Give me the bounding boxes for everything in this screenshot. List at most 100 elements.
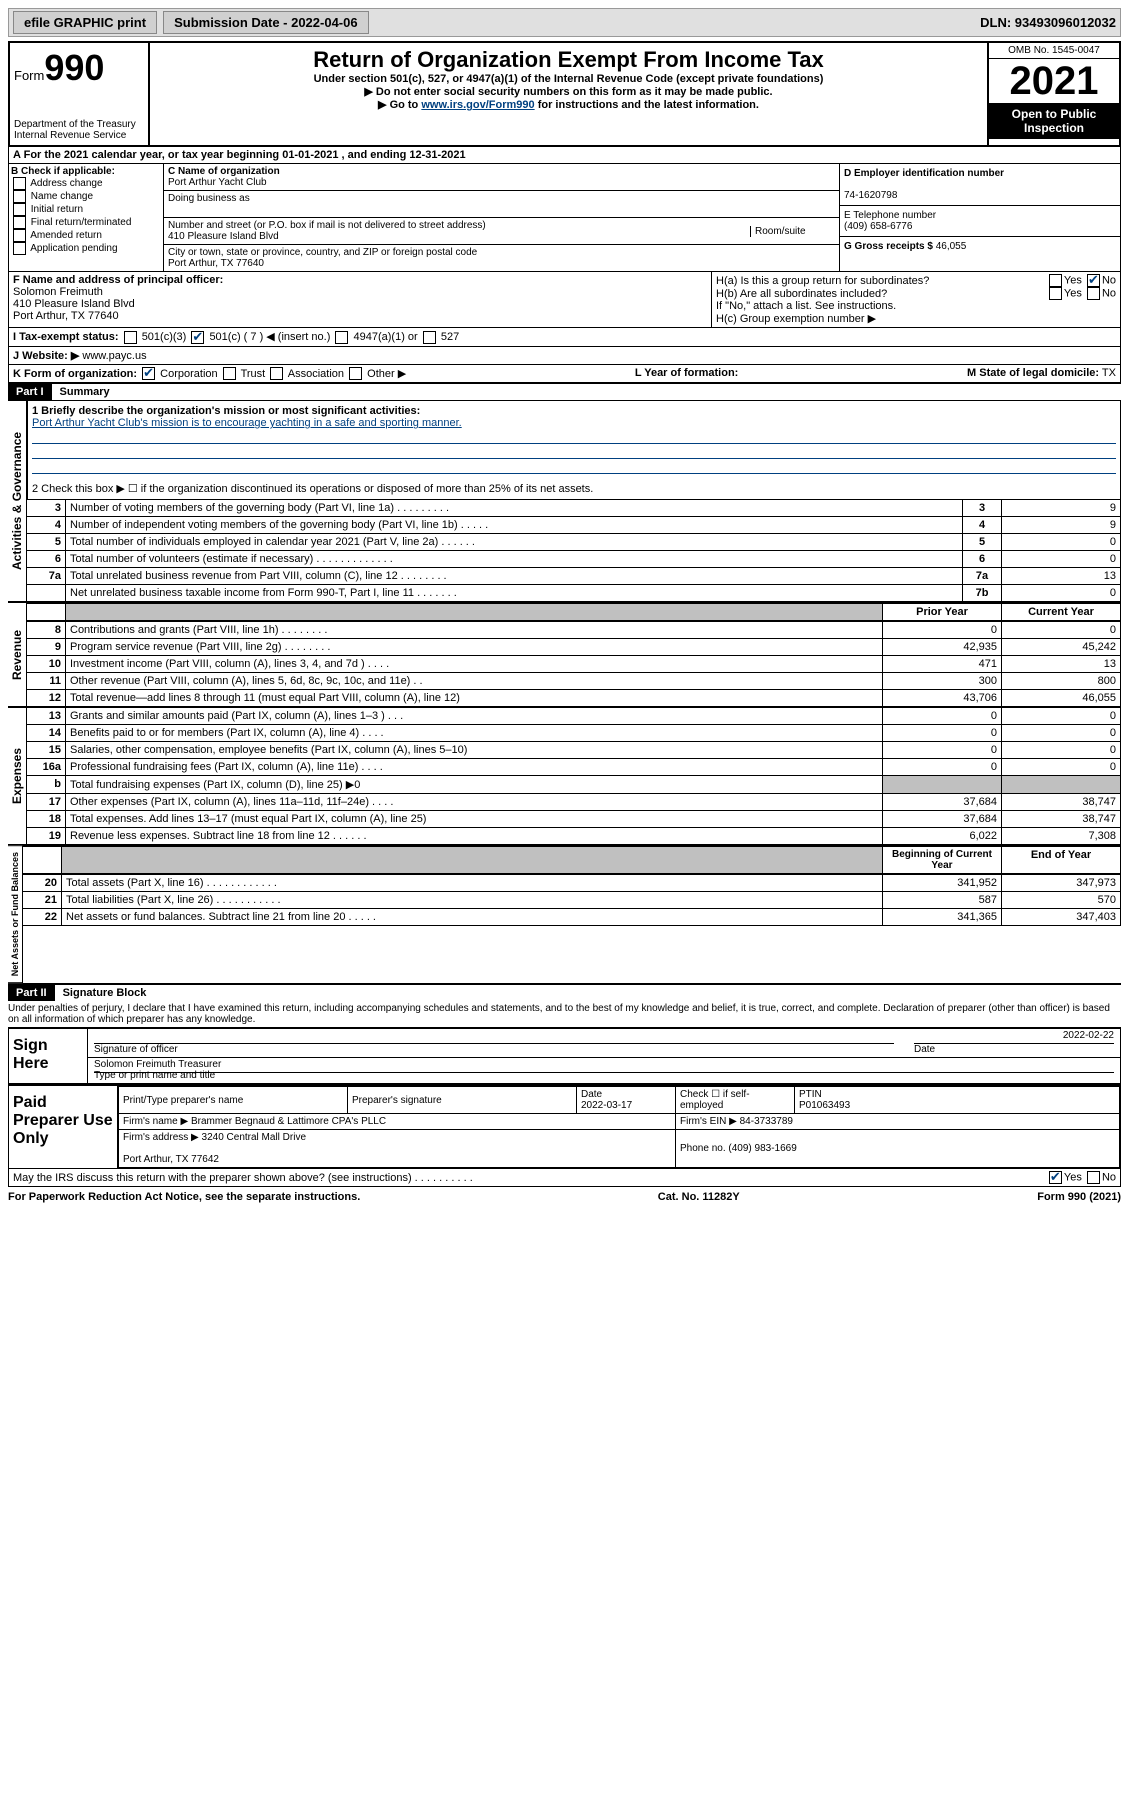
dln-label: DLN: 93493096012032 — [980, 15, 1116, 30]
expenses-table: 13Grants and similar amounts paid (Part … — [27, 707, 1121, 845]
chk-527[interactable] — [423, 331, 436, 344]
goto-note: ▶ Go to www.irs.gov/Form990 for instruct… — [154, 98, 983, 111]
f-h-block: F Name and address of principal officer:… — [8, 272, 1121, 328]
officer-addr2: Port Arthur, TX 77640 — [13, 310, 119, 322]
room-label: Room/suite — [750, 226, 835, 237]
hb-note: If "No," attach a list. See instructions… — [716, 300, 1116, 312]
part1-title: Summary — [52, 384, 118, 400]
box-b-title: B Check if applicable: — [11, 166, 161, 177]
chk-trust[interactable] — [223, 367, 236, 380]
chk-4947[interactable] — [335, 331, 348, 344]
box-d-e-g: D Employer identification number 74-1620… — [839, 164, 1120, 271]
header-mid: Return of Organization Exempt From Incom… — [150, 43, 987, 145]
firm-ein: 84-3733789 — [740, 1116, 793, 1127]
vtab-governance: Activities & Governance — [8, 400, 27, 602]
chk-ha-yes[interactable] — [1049, 274, 1062, 287]
part1-header-row: Part I Summary — [8, 384, 1121, 400]
line-i: I Tax-exempt status: 501(c)(3) 501(c) ( … — [8, 328, 1121, 347]
prep-name-label: Print/Type preparer's name — [119, 1087, 348, 1114]
revenue-header-table: Prior Year Current Year — [27, 602, 1121, 621]
hb-label: H(b) Are all subordinates included? — [716, 288, 887, 300]
chk-application-pending[interactable] — [13, 242, 26, 255]
pra-notice: For Paperwork Reduction Act Notice, see … — [8, 1191, 360, 1203]
city-label: City or town, state or province, country… — [168, 247, 477, 258]
omb-label: OMB No. 1545-0047 — [989, 43, 1119, 59]
efile-button[interactable]: efile GRAPHIC print — [13, 11, 157, 34]
may-irs-label: May the IRS discuss this return with the… — [13, 1172, 473, 1184]
firm-addr2: Port Arthur, TX 77642 — [123, 1154, 219, 1165]
firm-phone: (409) 983-1669 — [728, 1143, 796, 1154]
chk-other[interactable] — [349, 367, 362, 380]
header-right: OMB No. 1545-0047 2021 Open to Public In… — [987, 43, 1119, 145]
check-self-employed: Check ☐ if self-employed — [676, 1087, 795, 1114]
city-value: Port Arthur, TX 77640 — [168, 258, 264, 269]
governance-section: Activities & Governance 1 Briefly descri… — [8, 400, 1121, 602]
signature-block: Sign Here Signature of officer 2022-02-2… — [8, 1027, 1121, 1084]
gross-label: G Gross receipts $ — [844, 241, 933, 252]
dba-label: Doing business as — [168, 193, 250, 204]
ptin-value: P01063493 — [799, 1100, 850, 1111]
phone-label: E Telephone number — [844, 210, 936, 221]
chk-assoc[interactable] — [270, 367, 283, 380]
box-c: C Name of organization Port Arthur Yacht… — [164, 164, 839, 271]
part2-header: Part II — [8, 985, 55, 1001]
irs-link[interactable]: www.irs.gov/Form990 — [421, 99, 534, 111]
revenue-section: Revenue Prior Year Current Year 8Contrib… — [8, 602, 1121, 707]
declaration-text: Under penalties of perjury, I declare th… — [8, 1001, 1121, 1027]
vtab-netassets: Net Assets or Fund Balances — [8, 845, 23, 983]
preparer-block: Paid Preparer Use Only Print/Type prepar… — [8, 1084, 1121, 1169]
ein-label: D Employer identification number — [844, 168, 1004, 179]
chk-final-return[interactable] — [13, 216, 26, 229]
expenses-section: Expenses 13Grants and similar amounts pa… — [8, 707, 1121, 845]
q2-text: 2 Check this box ▶ ☐ if the organization… — [32, 482, 1116, 495]
chk-discuss-yes[interactable] — [1049, 1171, 1062, 1184]
chk-ha-no[interactable] — [1087, 274, 1100, 287]
website-value: www.payc.us — [82, 350, 146, 362]
org-name-label: C Name of organization — [168, 166, 280, 177]
paid-preparer-label: Paid Preparer Use Only — [9, 1086, 118, 1168]
org-name: Port Arthur Yacht Club — [168, 177, 267, 188]
cat-no: Cat. No. 11282Y — [658, 1191, 740, 1203]
chk-hb-no[interactable] — [1087, 287, 1100, 300]
q1-label: 1 Briefly describe the organization's mi… — [32, 405, 420, 417]
may-irs-row: May the IRS discuss this return with the… — [8, 1169, 1121, 1187]
line-klm: K Form of organization: Corporation Trus… — [8, 365, 1121, 385]
chk-hb-yes[interactable] — [1049, 287, 1062, 300]
form-number: 990 — [44, 47, 104, 88]
chk-address-change[interactable] — [13, 177, 26, 190]
submission-date-button[interactable]: Submission Date - 2022-04-06 — [163, 11, 369, 34]
phone-value: (409) 658-6776 — [844, 221, 912, 232]
officer-name-title: Solomon Freimuth Treasurer — [94, 1059, 1114, 1070]
chk-initial-return[interactable] — [13, 203, 26, 216]
chk-501c3[interactable] — [124, 331, 137, 344]
form-header: Form990 Department of the Treasury Inter… — [8, 41, 1121, 147]
chk-501c[interactable] — [191, 331, 204, 344]
prep-date: 2022-03-17 — [581, 1100, 632, 1111]
ssn-note: ▶ Do not enter social security numbers o… — [154, 85, 983, 98]
box-h: H(a) Is this a group return for subordin… — [712, 272, 1120, 327]
form-title: Return of Organization Exempt From Incom… — [154, 47, 983, 73]
chk-amended[interactable] — [13, 229, 26, 242]
form-label: Form — [14, 68, 44, 83]
officer-addr1: 410 Pleasure Island Blvd — [13, 298, 135, 310]
top-bar: efile GRAPHIC print Submission Date - 20… — [8, 8, 1121, 37]
irs-label: Internal Revenue Service — [14, 130, 144, 141]
line-a: A For the 2021 calendar year, or tax yea… — [8, 147, 1121, 164]
firm-addr1: 3240 Central Mall Drive — [202, 1132, 307, 1143]
hc-label: H(c) Group exemption number ▶ — [716, 312, 1116, 325]
chk-name-change[interactable] — [13, 190, 26, 203]
officer-name: Solomon Freimuth — [13, 286, 103, 298]
governance-table: 3Number of voting members of the governi… — [27, 499, 1121, 602]
footer: For Paperwork Reduction Act Notice, see … — [8, 1187, 1121, 1203]
date-label: Date — [914, 1044, 935, 1055]
addr-label: Number and street (or P.O. box if mail i… — [168, 220, 486, 231]
chk-corp[interactable] — [142, 367, 155, 380]
part2-title: Signature Block — [55, 985, 155, 1001]
chk-discuss-no[interactable] — [1087, 1171, 1100, 1184]
dept-label: Department of the Treasury — [14, 119, 144, 130]
netassets-section: Net Assets or Fund Balances Beginning of… — [8, 845, 1121, 983]
form-ref: Form 990 (2021) — [1037, 1191, 1121, 1203]
sign-here-label: Sign Here — [9, 1029, 88, 1083]
line-j: J Website: ▶ www.payc.us — [8, 347, 1121, 365]
mission-text: Port Arthur Yacht Club's mission is to e… — [32, 417, 462, 429]
